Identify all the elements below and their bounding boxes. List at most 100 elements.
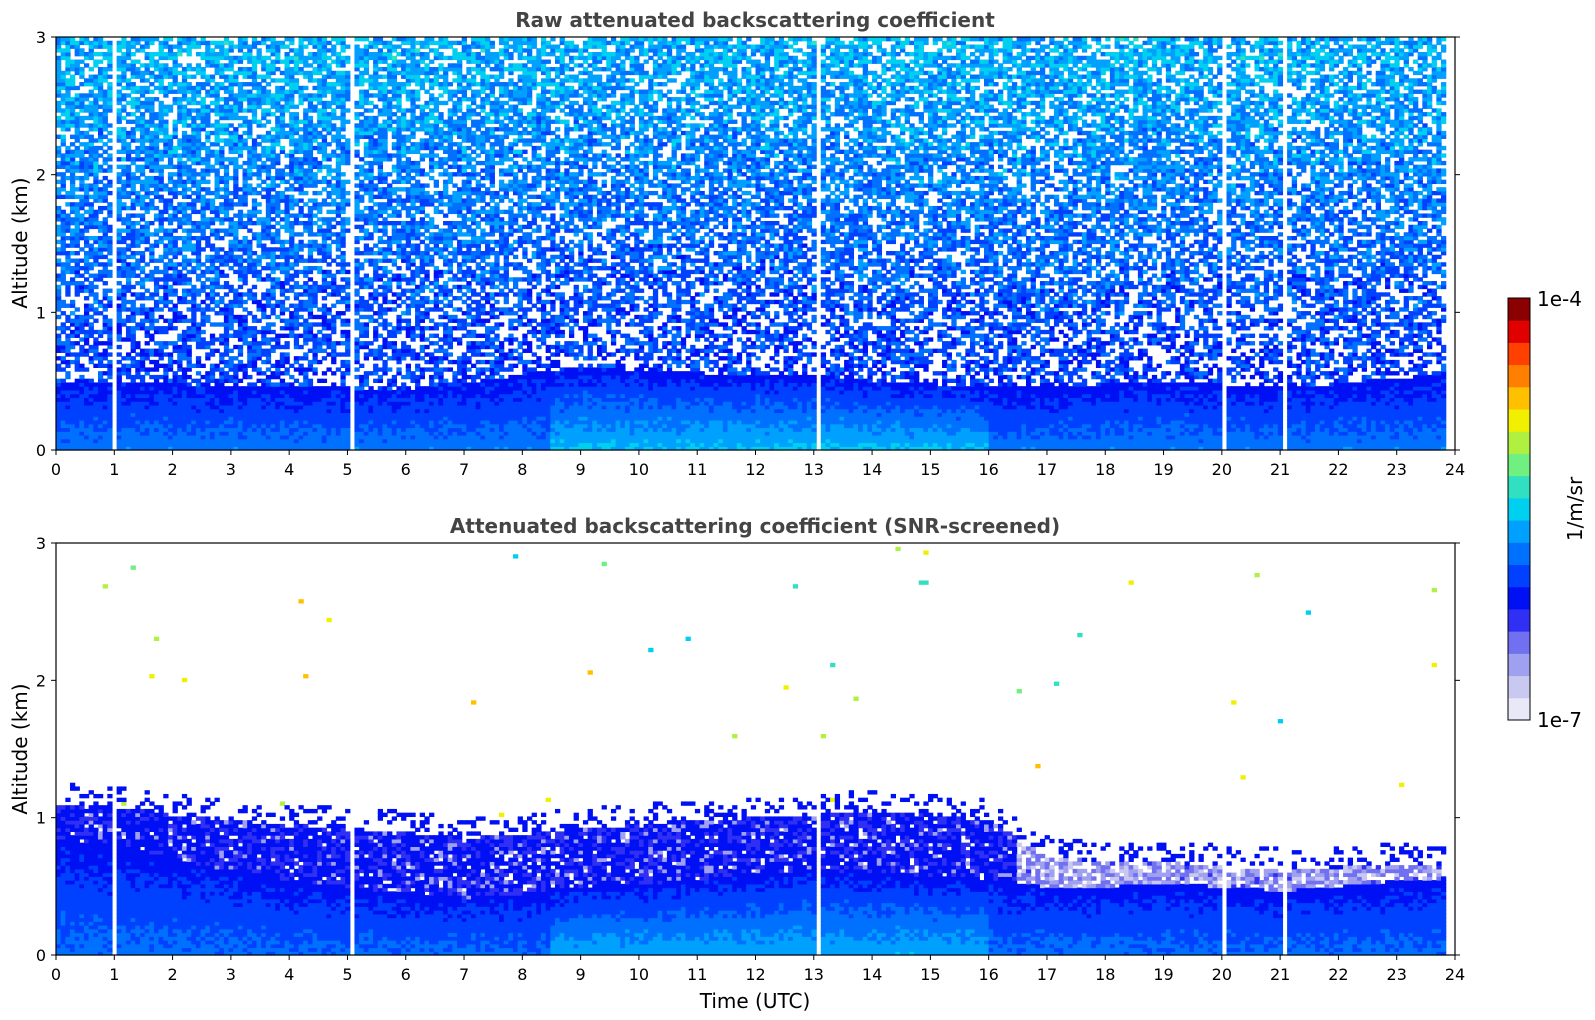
heatmap-cell bbox=[312, 165, 317, 169]
heatmap-cell bbox=[257, 52, 262, 56]
heatmap-cell bbox=[219, 165, 224, 169]
heatmap-cell bbox=[289, 93, 294, 97]
heatmap-cell bbox=[322, 326, 327, 330]
heatmap-cell bbox=[354, 191, 359, 195]
heatmap-cell bbox=[336, 105, 341, 109]
heatmap-cell bbox=[317, 150, 322, 154]
heatmap-cell bbox=[117, 127, 122, 131]
heatmap-cell bbox=[280, 292, 285, 296]
heatmap-cell bbox=[131, 206, 136, 210]
heatmap-cell bbox=[224, 360, 229, 364]
heatmap-cell bbox=[303, 322, 308, 326]
heatmap-cell bbox=[93, 405, 98, 409]
heatmap-cell bbox=[317, 330, 322, 334]
heatmap-cell bbox=[322, 277, 327, 281]
heatmap-cell bbox=[289, 56, 294, 60]
heatmap-cell bbox=[187, 146, 192, 150]
heatmap-cell bbox=[173, 420, 178, 424]
heatmap-cell bbox=[247, 168, 252, 172]
heatmap-cell bbox=[135, 416, 140, 420]
heatmap-cell bbox=[98, 390, 103, 394]
heatmap-cell bbox=[56, 116, 61, 120]
heatmap-cell bbox=[93, 356, 98, 360]
heatmap-cell bbox=[215, 180, 220, 184]
heatmap-cell bbox=[322, 202, 327, 206]
heatmap-cell bbox=[140, 424, 145, 428]
heatmap-cell bbox=[219, 56, 224, 60]
heatmap-cell bbox=[261, 435, 266, 439]
heatmap-cell bbox=[266, 75, 271, 79]
heatmap-cell bbox=[331, 153, 336, 157]
heatmap-cell bbox=[117, 360, 122, 364]
heatmap-cell bbox=[312, 442, 317, 446]
heatmap-cell bbox=[289, 172, 294, 176]
heatmap-cell bbox=[233, 420, 238, 424]
heatmap-cell bbox=[280, 345, 285, 349]
heatmap-cell bbox=[247, 427, 252, 431]
heatmap-cell bbox=[201, 382, 206, 386]
heatmap-cell bbox=[135, 202, 140, 206]
heatmap-cell bbox=[126, 319, 131, 323]
heatmap-cell bbox=[187, 337, 192, 341]
heatmap-cell bbox=[84, 116, 89, 120]
heatmap-cell bbox=[289, 41, 294, 45]
heatmap-cell bbox=[238, 202, 243, 206]
heatmap-cell bbox=[238, 101, 243, 105]
heatmap-cell bbox=[121, 255, 126, 259]
heatmap-cell bbox=[331, 168, 336, 172]
heatmap-cell bbox=[173, 97, 178, 101]
heatmap-cell bbox=[121, 367, 126, 371]
heatmap-cell bbox=[201, 198, 206, 202]
heatmap-cell bbox=[126, 135, 131, 139]
heatmap-cell bbox=[266, 401, 271, 405]
heatmap-cell bbox=[131, 304, 136, 308]
heatmap-cell bbox=[177, 420, 182, 424]
heatmap-cell bbox=[56, 427, 61, 431]
heatmap-cell bbox=[191, 37, 196, 41]
heatmap-cell bbox=[79, 427, 84, 431]
heatmap-cell bbox=[247, 394, 252, 398]
heatmap-cell bbox=[75, 334, 80, 338]
heatmap-cell bbox=[271, 285, 276, 289]
heatmap-cell bbox=[271, 262, 276, 266]
heatmap-cell bbox=[182, 138, 187, 142]
heatmap-cell bbox=[191, 180, 196, 184]
heatmap-cell bbox=[103, 67, 108, 71]
heatmap-cell bbox=[168, 259, 173, 263]
heatmap-cell bbox=[149, 255, 154, 259]
heatmap-cell bbox=[84, 259, 89, 263]
heatmap-cell bbox=[135, 409, 140, 413]
heatmap-cell bbox=[303, 161, 308, 165]
heatmap-cell bbox=[103, 319, 108, 323]
heatmap-cell bbox=[294, 334, 299, 338]
heatmap-cell bbox=[93, 112, 98, 116]
heatmap-cell bbox=[215, 390, 220, 394]
heatmap-cell bbox=[247, 364, 252, 368]
heatmap-cell bbox=[56, 424, 61, 428]
heatmap-cell bbox=[173, 60, 178, 64]
heatmap-cell bbox=[317, 401, 322, 405]
heatmap-cell bbox=[182, 394, 187, 398]
heatmap-cell bbox=[154, 183, 159, 187]
heatmap-cell bbox=[187, 289, 192, 293]
heatmap-cell bbox=[187, 232, 192, 236]
heatmap-cell bbox=[79, 198, 84, 202]
heatmap-cell bbox=[56, 146, 61, 150]
heatmap-cell bbox=[308, 120, 313, 124]
heatmap-cell bbox=[107, 382, 112, 386]
heatmap-cell bbox=[182, 379, 187, 383]
heatmap-cell bbox=[163, 56, 168, 60]
heatmap-cell bbox=[126, 420, 131, 424]
heatmap-cell bbox=[219, 424, 224, 428]
heatmap-cell bbox=[135, 341, 140, 345]
heatmap-cell bbox=[75, 386, 80, 390]
heatmap-cell bbox=[280, 45, 285, 49]
heatmap-cell bbox=[294, 285, 299, 289]
heatmap-cell bbox=[261, 394, 266, 398]
heatmap-cell bbox=[84, 251, 89, 255]
heatmap-cell bbox=[149, 244, 154, 248]
heatmap-cell bbox=[201, 180, 206, 184]
heatmap-cell bbox=[224, 131, 229, 135]
heatmap-cell bbox=[121, 37, 126, 41]
heatmap-cell bbox=[266, 67, 271, 71]
